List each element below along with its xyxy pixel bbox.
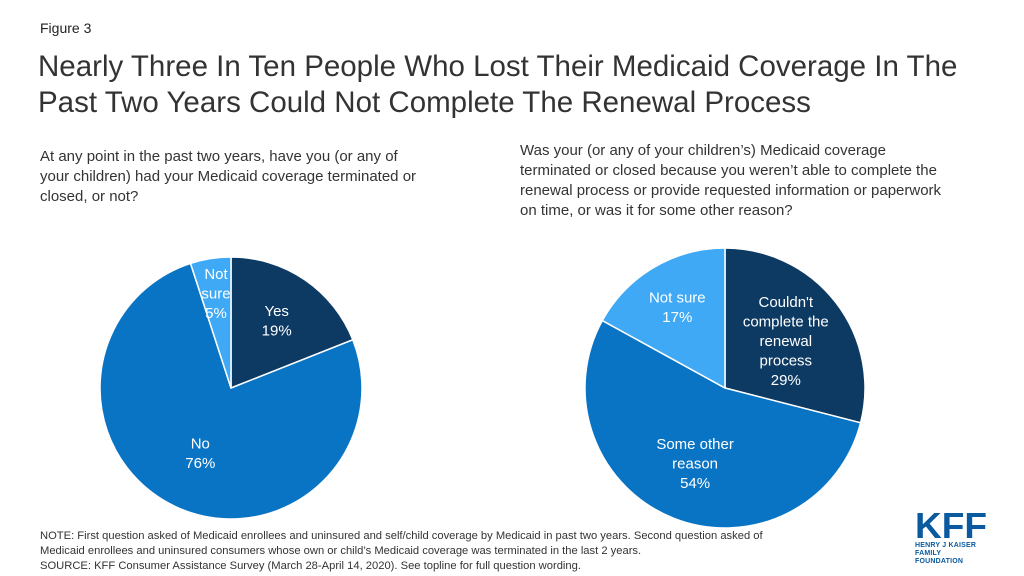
pie2-slice-3	[601, 247, 726, 390]
note-line-1: NOTE: First question asked of Medicaid e…	[40, 530, 763, 542]
kff-logo: KFF HENRY J KAISER FAMILY FOUNDATION	[915, 508, 990, 566]
pie2-slice-1-label: Couldn't complete the renewal process 29%	[743, 294, 829, 389]
source-line: SOURCE: KFF Consumer Assistance Survey (…	[40, 560, 581, 572]
pie1-slice-1	[230, 256, 354, 390]
chart-notes: NOTE: First question asked of Medicaid e…	[40, 529, 890, 574]
pie1-slice-3-label: Not sure 5%	[201, 266, 230, 322]
kff-logo-subtext-2: FAMILY FOUNDATION	[915, 550, 964, 565]
kff-logo-text: KFF	[915, 508, 987, 542]
pie1-slice-2-label: No 76%	[185, 435, 215, 472]
pie1-slice-1-label: Yes 19%	[262, 303, 292, 340]
question-2: Was your (or any of your children’s) Med…	[520, 142, 942, 219]
kff-logo-subtext-1: HENRY J KAISER	[915, 542, 977, 549]
pie2-slice-3-label: Not sure 17%	[649, 290, 706, 327]
pie1-slice-3	[189, 256, 232, 389]
pie2-slice-2-label: Some other reason 54%	[656, 436, 734, 492]
chart-title: Nearly Three In Ten People Who Lost Thei…	[38, 50, 958, 119]
note-line-2: Medicaid enrollees and uninsured consume…	[40, 545, 642, 557]
kff-logo-mark: KFF	[915, 508, 987, 542]
pie2-slice-1	[724, 247, 866, 424]
question-1: At any point in the past two years, have…	[40, 148, 417, 205]
pie2-slice-2	[584, 319, 862, 529]
figure-label: Figure 3	[40, 20, 92, 36]
pie1-slice-2	[99, 262, 363, 520]
